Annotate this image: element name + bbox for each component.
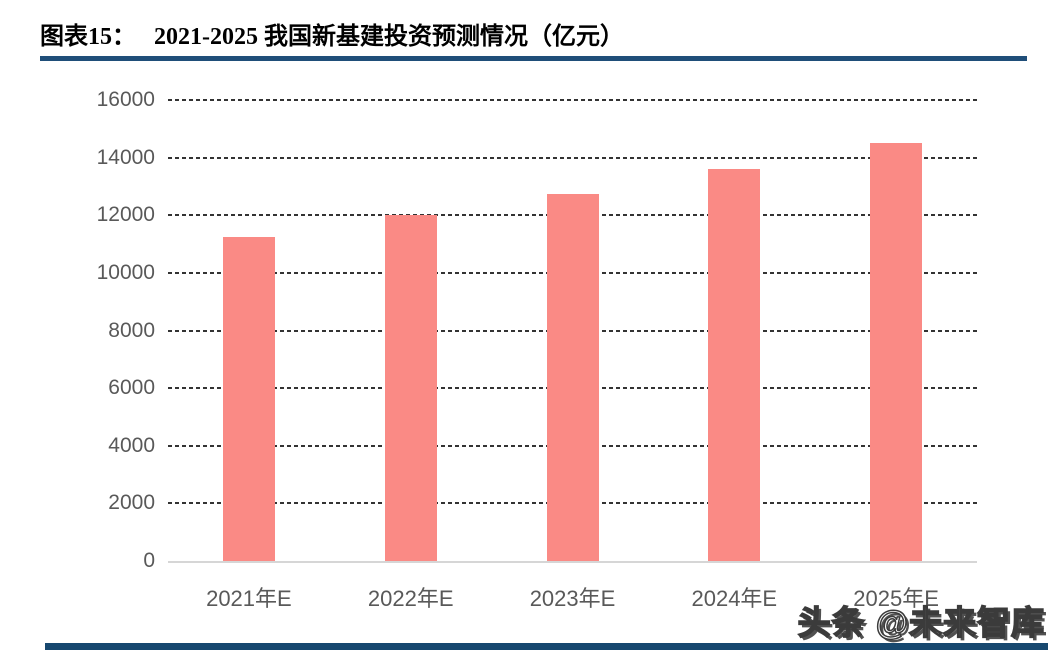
header-divider — [40, 56, 1027, 61]
bar-2025年E — [870, 143, 923, 561]
x-axis-tick-label: 2021年E — [206, 586, 292, 611]
bar-2021年E — [222, 236, 275, 561]
y-axis: 0 2000 4000 6000 8000 10000 12000 14000 16000 — [40, 88, 155, 572]
x-axis-tick-label: 2022年E — [367, 586, 454, 611]
y-axis-tick-label: 16000 — [96, 88, 155, 111]
plot-area — [168, 99, 977, 563]
y-axis-tick-label: 10000 — [96, 260, 155, 284]
y-axis-tick-label: 0 — [143, 549, 155, 572]
watermark: 头条 @未来智库 — [797, 603, 1045, 642]
bar-2022年E — [384, 215, 437, 561]
y-axis-tick-label: 8000 — [108, 318, 155, 342]
y-axis-tick-label: 14000 — [96, 145, 155, 169]
y-axis-tick-label: 6000 — [108, 376, 155, 400]
gridline — [168, 99, 977, 101]
gridline — [168, 156, 977, 159]
chart-title: 2021-2025 我国新基建投资预测情况（亿元） — [154, 24, 624, 50]
x-axis-tick-label: 2025年E — [853, 586, 939, 611]
bar-2023年E — [546, 193, 599, 561]
bar-2024年E — [708, 169, 761, 561]
x-axis-tick-label: 2023年E — [529, 586, 616, 611]
chart-header: 图表15： 2021-2025 我国新基建投资预测情况（亿元） — [40, 16, 624, 51]
x-axis: 2021年E 2022年E 2023年E 2024年E 2025年E — [168, 563, 977, 613]
x-axis-tick-label: 2024年E — [691, 586, 778, 611]
y-axis-tick-label: 4000 — [108, 433, 155, 457]
y-axis-tick-label: 2000 — [108, 491, 155, 515]
figure-number-label: 图表15： — [40, 24, 136, 50]
y-axis-tick-label: 12000 — [96, 203, 155, 227]
footer-bar — [45, 643, 1048, 650]
